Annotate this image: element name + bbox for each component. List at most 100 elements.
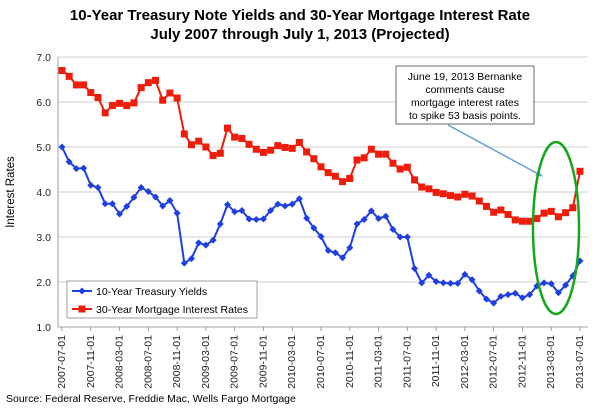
data-point [267, 146, 275, 154]
legend-marker-diamond-icon [78, 287, 86, 295]
x-tick-label: 2013-07-01 [574, 335, 586, 389]
data-point [490, 208, 498, 216]
annotation-line-2: comments cause [425, 84, 505, 96]
data-point [432, 278, 440, 286]
data-point [533, 215, 541, 223]
x-tick-label: 2009-07-01 [229, 335, 241, 389]
data-point [195, 239, 203, 247]
data-point [123, 102, 131, 110]
data-point [547, 280, 555, 288]
data-point [454, 193, 462, 201]
data-point [482, 202, 490, 210]
data-point [238, 206, 246, 214]
x-tick-label: 2007-11-01 [85, 335, 97, 388]
x-tick-label: 2010-11-01 [344, 335, 356, 388]
data-point [152, 193, 160, 201]
data-point [159, 202, 167, 210]
data-point [216, 220, 224, 228]
data-point [101, 200, 109, 208]
data-point [259, 148, 267, 156]
legend-marker-square-icon [78, 305, 86, 313]
data-point [180, 259, 188, 267]
data-point [288, 144, 296, 152]
data-point [468, 192, 476, 200]
x-tick-label: 2012-11-01 [516, 335, 528, 388]
data-point [526, 217, 534, 225]
data-point [238, 134, 246, 142]
y-axis-label: Interest Rates [5, 156, 17, 228]
series-mortgage [58, 67, 584, 225]
data-point [526, 291, 534, 299]
data-point [80, 81, 88, 89]
data-point [447, 192, 454, 200]
data-point [504, 291, 512, 299]
x-tick-label: 2011-07-01 [401, 335, 413, 388]
x-tick-label: 2008-11-01 [171, 335, 183, 388]
data-point [166, 197, 174, 205]
x-tick-label: 2007-07-01 [56, 335, 68, 389]
data-point [130, 193, 138, 201]
legend-box [66, 280, 258, 319]
data-point [504, 211, 512, 218]
data-point [439, 279, 447, 287]
data-point [281, 143, 289, 151]
data-point [562, 281, 570, 289]
data-point [195, 137, 203, 145]
data-point [382, 212, 390, 220]
data-point [259, 215, 267, 223]
data-point [180, 130, 188, 138]
data-point [490, 299, 498, 307]
data-point [123, 202, 131, 210]
x-tick-label: 2008-03-01 [114, 335, 126, 389]
data-point [447, 279, 454, 287]
data-point [360, 215, 368, 223]
annotation-line-1: June 19, 2013 Bernanke [408, 71, 523, 83]
data-point [540, 209, 548, 217]
annotation-box [395, 65, 535, 125]
data-point [346, 175, 354, 182]
data-point [554, 213, 562, 221]
data-point [295, 195, 303, 203]
x-tick-label: 2012-07-01 [488, 335, 500, 389]
data-point [209, 152, 217, 160]
data-point [231, 133, 239, 141]
data-point [173, 94, 181, 102]
series-line [61, 146, 581, 305]
data-point [518, 294, 526, 302]
data-point [72, 165, 80, 173]
data-point [562, 209, 570, 217]
source-note: Source: Federal Reserve, Freddie Mac, We… [6, 393, 296, 405]
data-point [202, 241, 210, 249]
data-point [209, 236, 217, 244]
data-point [411, 265, 419, 272]
data-point [439, 190, 447, 198]
x-tick-label: 2009-11-01 [257, 335, 269, 388]
data-point [554, 289, 562, 297]
data-point [497, 292, 505, 300]
x-tick-label: 2008-07-01 [142, 335, 154, 389]
data-point [274, 142, 282, 150]
legend-entry-treasury: 10-Year Treasury Yields [72, 286, 207, 298]
data-point [461, 270, 469, 278]
data-point [166, 89, 174, 97]
data-point [252, 145, 260, 153]
data-point [418, 279, 426, 287]
data-point [454, 279, 462, 287]
data-point [346, 244, 354, 252]
data-point [382, 150, 390, 158]
data-point [310, 155, 318, 163]
data-point [411, 176, 419, 184]
x-tick-label: 2011-03-01 [373, 335, 385, 388]
x-tick-label: 2013-03-01 [545, 335, 557, 389]
data-point [274, 200, 282, 208]
data-point [518, 217, 526, 225]
data-point [65, 158, 73, 166]
y-axis-ticks: 1.0 2.0 3.0 4.0 5.0 6.0 7.0 [36, 52, 51, 334]
y-tick-label: 6.0 [36, 97, 51, 109]
data-point [396, 165, 404, 173]
data-point [360, 154, 368, 162]
y-tick-label: 7.0 [36, 52, 51, 64]
data-point [108, 102, 116, 110]
data-point [511, 289, 519, 297]
